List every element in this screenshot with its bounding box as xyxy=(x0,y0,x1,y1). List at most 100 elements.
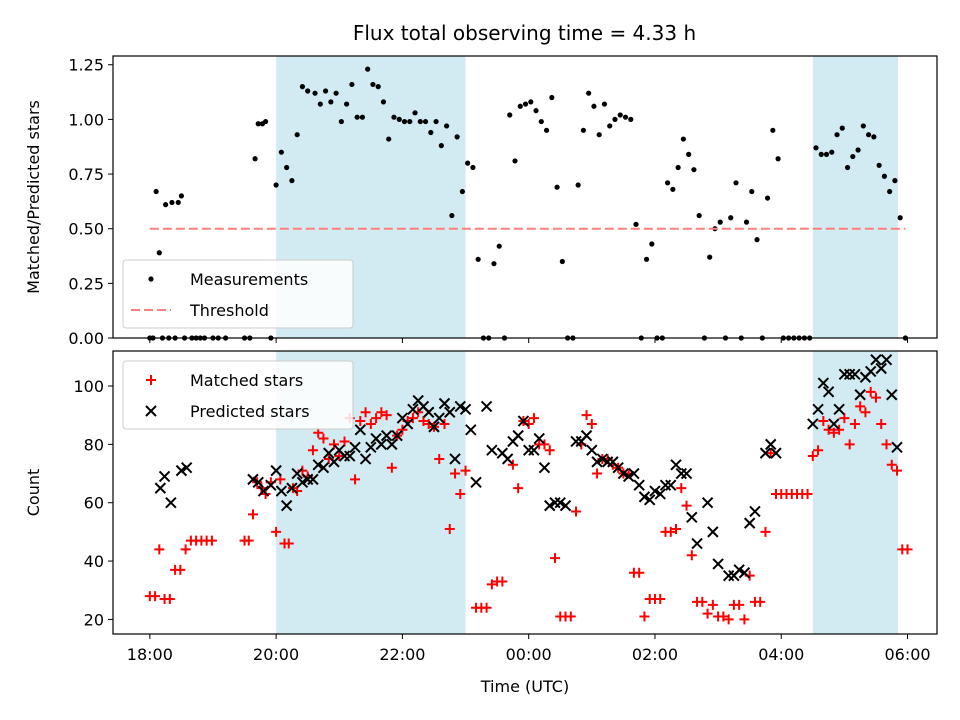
legend-marker xyxy=(145,405,157,417)
data-point xyxy=(812,403,824,416)
data-point xyxy=(370,81,376,88)
data-point xyxy=(670,459,682,471)
data-point xyxy=(543,127,550,133)
data-point xyxy=(371,413,382,424)
data-point xyxy=(328,99,334,105)
data-point xyxy=(643,494,656,506)
data-point xyxy=(638,491,651,503)
data-point xyxy=(454,400,466,413)
legend-label: Predicted stars xyxy=(190,402,310,421)
data-point xyxy=(334,451,345,462)
data-point xyxy=(252,156,258,162)
data-point xyxy=(433,412,445,424)
data-point xyxy=(734,599,745,610)
data-point xyxy=(749,188,755,195)
data-point xyxy=(686,511,698,524)
data-point xyxy=(481,602,492,613)
y-tick-label: 20 xyxy=(84,610,104,629)
plot-frame xyxy=(112,55,938,339)
data-point xyxy=(365,418,376,429)
data-point xyxy=(286,482,298,494)
data-point xyxy=(175,564,186,575)
data-point xyxy=(891,441,903,453)
data-point xyxy=(839,413,850,424)
data-point xyxy=(450,468,461,479)
data-point xyxy=(305,88,311,94)
data-point xyxy=(289,178,295,184)
data-point xyxy=(428,129,434,136)
data-point xyxy=(617,112,623,118)
x-tick-label: 06:00 xyxy=(884,645,930,664)
data-point xyxy=(628,116,634,122)
data-point xyxy=(255,121,261,127)
data-point xyxy=(280,499,293,512)
data-point xyxy=(401,418,414,430)
data-point xyxy=(739,614,750,625)
data-point xyxy=(312,90,318,96)
data-point xyxy=(664,180,671,186)
data-point xyxy=(396,116,402,122)
data-point xyxy=(607,123,613,129)
data-point xyxy=(770,447,782,459)
data-point xyxy=(870,392,881,403)
data-point xyxy=(696,212,702,219)
data-point xyxy=(818,151,824,157)
data-point xyxy=(262,118,269,125)
data-point xyxy=(538,461,551,474)
data-point xyxy=(386,462,397,473)
data-point xyxy=(822,386,835,398)
data-point xyxy=(892,465,903,476)
data-point xyxy=(649,485,661,497)
data-point xyxy=(743,219,750,225)
data-point xyxy=(765,438,777,451)
data-point xyxy=(344,101,350,107)
data-point xyxy=(538,118,544,125)
data-point xyxy=(375,84,381,90)
data-point xyxy=(823,151,830,157)
data-point xyxy=(860,407,871,418)
data-point xyxy=(380,99,387,105)
x-axis-label: Time (UTC) xyxy=(480,677,569,696)
data-point xyxy=(513,483,524,494)
data-point xyxy=(676,483,687,494)
data-point xyxy=(680,136,686,142)
data-point xyxy=(265,479,277,491)
data-point xyxy=(818,416,829,427)
data-point xyxy=(328,456,340,468)
data-point xyxy=(586,90,592,96)
data-point xyxy=(707,254,713,260)
data-point xyxy=(580,429,593,442)
series-predicted-stars xyxy=(154,354,903,582)
data-point xyxy=(701,497,714,509)
data-point xyxy=(376,407,387,418)
data-point xyxy=(317,101,323,107)
data-point xyxy=(712,558,724,570)
data-point xyxy=(871,134,877,140)
data-point xyxy=(754,237,760,243)
data-point xyxy=(507,459,518,470)
data-point xyxy=(591,103,597,109)
data-point xyxy=(755,596,766,607)
data-point xyxy=(654,488,666,500)
data-point xyxy=(512,158,518,164)
data-point xyxy=(544,499,556,512)
data-point xyxy=(743,517,756,529)
data-point xyxy=(169,199,175,206)
data-point xyxy=(565,611,576,622)
data-point xyxy=(665,479,677,491)
data-point xyxy=(622,114,629,120)
data-point xyxy=(491,261,497,267)
data-point xyxy=(444,406,456,418)
data-point xyxy=(601,101,608,107)
data-point xyxy=(323,447,335,459)
data-point xyxy=(633,479,645,491)
data-point xyxy=(855,401,866,412)
data-point xyxy=(591,456,603,468)
data-point xyxy=(206,535,217,546)
data-point xyxy=(480,400,493,413)
data-point xyxy=(702,608,713,619)
data-point xyxy=(828,427,839,438)
data-point xyxy=(417,118,423,125)
data-point xyxy=(834,424,845,435)
data-point xyxy=(381,410,392,421)
